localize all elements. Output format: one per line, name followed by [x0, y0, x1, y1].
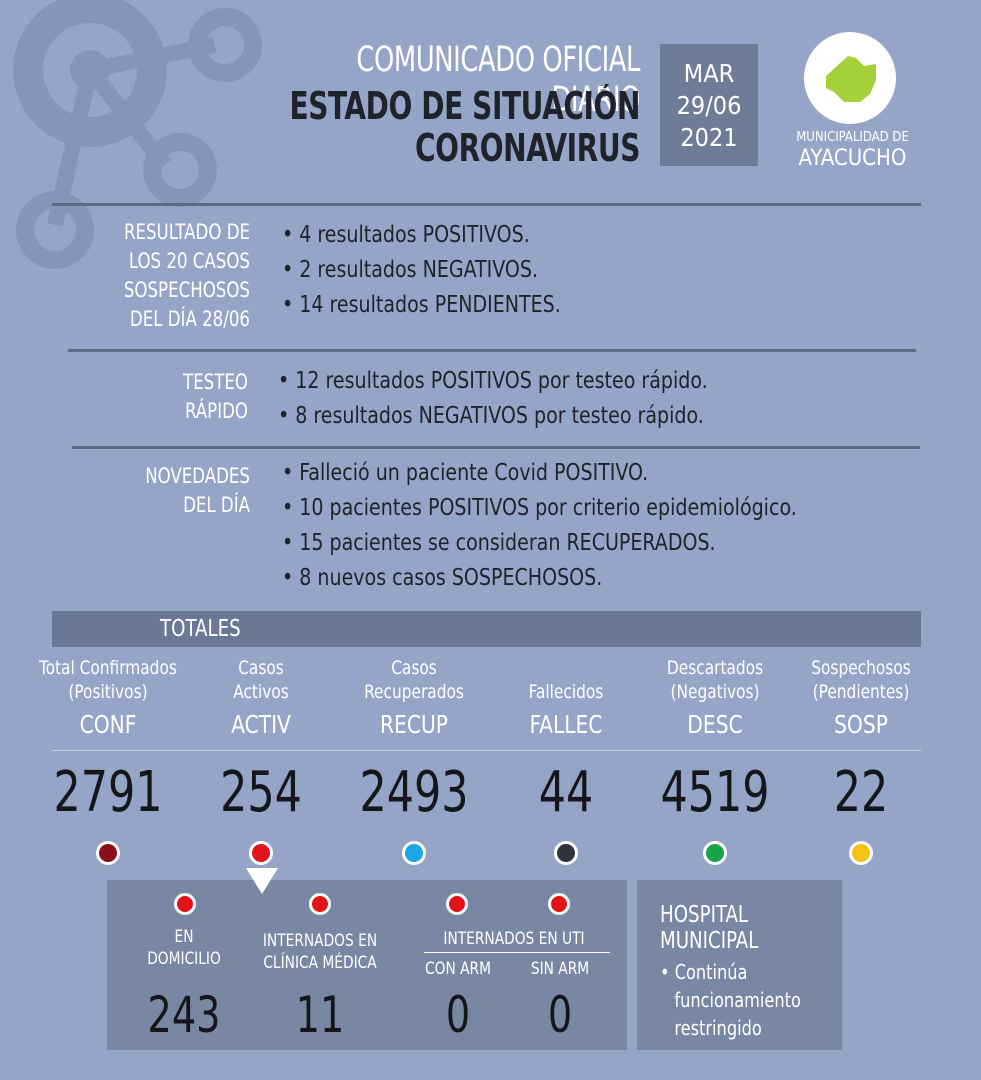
totals-label: TOTALES	[160, 616, 241, 642]
total-column-conf: Total Confirmados (Positivos) CONF 2791	[25, 656, 191, 865]
column-value: 2493	[359, 760, 469, 825]
molecule-decoration-icon	[13, 0, 262, 269]
hospital-line: restringido	[674, 1016, 762, 1040]
divider	[72, 446, 920, 449]
total-column-recup: Casos Recuperados RECUP 2493	[331, 656, 497, 865]
column-abbr: DESC	[687, 710, 743, 739]
column-abbr: ACTIV	[231, 710, 291, 739]
domicilio-label: EN DOMICILIO	[147, 927, 221, 969]
header-line-2: ESTADO DE SITUACIÓN	[289, 84, 640, 128]
con-arm-value: 0	[445, 986, 471, 1044]
total-column-activ: Casos Activos ACTIV 254	[178, 656, 344, 865]
red-dot-icon	[249, 841, 273, 865]
clinica-value: 11	[295, 986, 345, 1044]
divider	[68, 349, 916, 352]
column-abbr: CONF	[79, 710, 137, 739]
column-value: 44	[538, 760, 594, 825]
list-item: Falleció un paciente Covid POSITIVO.	[282, 456, 797, 491]
list-item: 14 resultados PENDIENTES.	[282, 288, 560, 323]
totals-bar	[52, 611, 921, 647]
sin-arm-label: SIN ARM	[530, 959, 590, 979]
column-description: Total Confirmados (Positivos)	[39, 657, 177, 703]
logo-big-text: AYACUCHO	[798, 146, 907, 171]
section-label-testeo: TESTEO RÁPIDO	[183, 370, 248, 423]
column-abbr: SOSP	[834, 710, 888, 739]
column-description: Casos Activos	[233, 657, 289, 703]
section-items-novedades: Falleció un paciente Covid POSITIVO. 10 …	[282, 456, 797, 596]
red-dot-icon	[309, 893, 331, 915]
column-abbr: RECUP	[379, 710, 449, 739]
column-abbr: FALLEC	[529, 710, 603, 739]
column-value: 2791	[53, 760, 163, 825]
divider	[52, 203, 921, 206]
date-box: MAR 29/06 2021	[660, 44, 758, 166]
yellow-dot-icon	[849, 841, 873, 865]
hospital-panel	[637, 880, 842, 1050]
column-description: Sospechosos (Pendientes)	[811, 657, 911, 703]
header-line-3: CORONAVIRUS	[414, 126, 640, 170]
column-description: Fallecidos	[528, 681, 604, 703]
blue-dot-icon	[402, 841, 426, 865]
column-description: Descartados (Negativos)	[666, 657, 764, 703]
section-items-resultados: 4 resultados POSITIVOS. 2 resultados NEG…	[282, 218, 561, 323]
list-item: 15 pacientes se consideran RECUPERADOS.	[282, 526, 797, 561]
total-column-fallec: Fallecidos FALLEC 44	[483, 656, 649, 865]
con-arm-label: CON ARM	[425, 959, 491, 979]
hospital-line: funcionamiento	[674, 988, 801, 1012]
red-dot-icon	[446, 893, 468, 915]
ayacucho-map-icon	[826, 56, 876, 102]
section-label-novedades: NOVEDADES DEL DÍA	[145, 464, 250, 517]
column-value: 254	[220, 760, 302, 825]
black-dot-icon	[554, 841, 578, 865]
list-item: 12 resultados POSITIVOS por testeo rápid…	[278, 364, 707, 399]
section-label-resultados: RESULTADO DE LOS 20 CASOS SOSPECHOSOS DE…	[123, 220, 250, 331]
list-item: 8 resultados NEGATIVOS por testeo rápido…	[278, 399, 708, 434]
section-items-testeo: 12 resultados POSITIVOS por testeo rápid…	[278, 364, 708, 434]
list-item: 10 pacientes POSITIVOS por criterio epid…	[282, 491, 796, 526]
total-column-desc: Descartados (Negativos) DESC 4519	[632, 656, 798, 865]
date-day: MAR	[683, 59, 735, 88]
list-item: 2 resultados NEGATIVOS.	[282, 253, 561, 288]
sin-arm-value: 0	[547, 986, 573, 1044]
date-date: 29/06	[676, 91, 742, 120]
column-description: Casos Recuperados	[364, 657, 464, 703]
clinica-label: INTERNADOS EN CLÍNICA MÉDICA	[262, 931, 378, 973]
total-column-sosp: Sospechosos (Pendientes) SOSP 22	[778, 656, 944, 865]
hospital-title: HOSPITAL MUNICIPAL	[660, 902, 759, 954]
domicilio-value: 243	[147, 986, 221, 1044]
hospital-body: • Continúa funcionamiento restringido	[660, 958, 801, 1042]
column-value: 4519	[660, 760, 770, 825]
column-value: 22	[833, 760, 889, 825]
uti-label: INTERNADOS EN UTI	[443, 929, 585, 949]
logo-circle	[804, 32, 896, 124]
header-line-1: COMUNICADO OFICIAL DIARIO	[356, 40, 640, 120]
logo-small-text: MUNICIPALIDAD DE	[796, 130, 909, 145]
dark-red-dot-icon	[96, 841, 120, 865]
pointer-triangle-icon	[246, 868, 278, 894]
hospital-line: • Continúa	[660, 960, 748, 984]
date-year: 2021	[680, 123, 738, 152]
list-item: 4 resultados POSITIVOS.	[282, 218, 561, 253]
red-dot-icon	[548, 893, 570, 915]
red-dot-icon	[174, 893, 196, 915]
green-dot-icon	[703, 841, 727, 865]
thin-divider	[52, 750, 921, 751]
uti-divider	[424, 952, 610, 953]
list-item: 8 nuevos casos SOSPECHOSOS.	[282, 561, 797, 596]
